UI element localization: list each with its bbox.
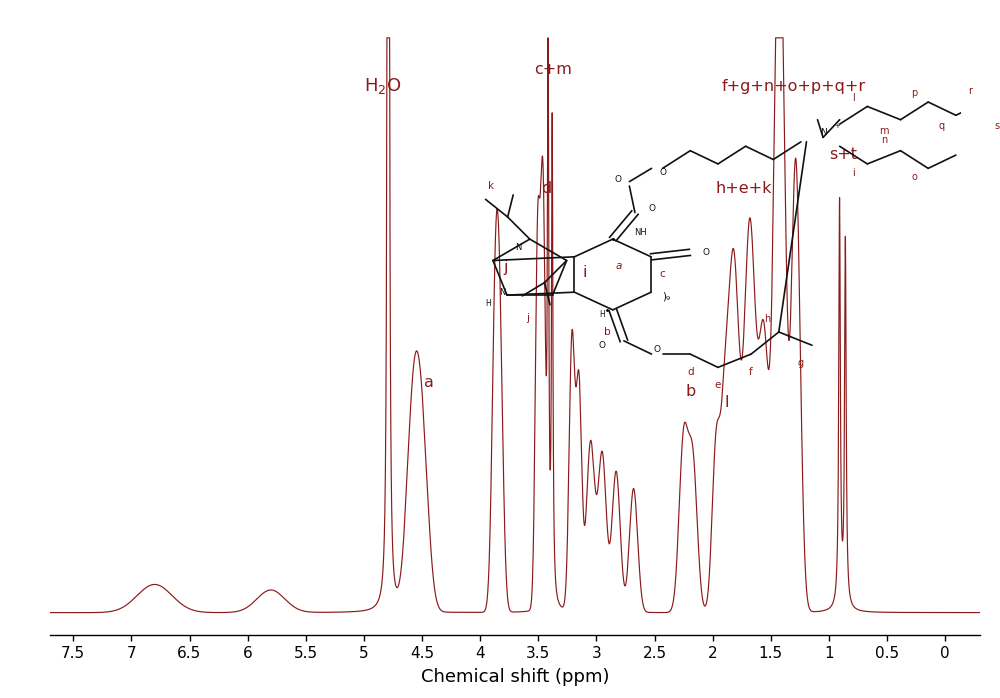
- Text: s+t: s+t: [829, 147, 857, 162]
- Text: d: d: [541, 181, 552, 195]
- Text: H$_2$O: H$_2$O: [364, 76, 401, 96]
- Text: l: l: [724, 395, 729, 410]
- Text: b: b: [685, 383, 696, 399]
- Text: f+g+n+o+p+q+r: f+g+n+o+p+q+r: [722, 79, 866, 94]
- Text: a: a: [424, 375, 434, 390]
- Text: i: i: [582, 265, 587, 280]
- Text: h+e+k: h+e+k: [716, 181, 772, 195]
- Text: c+m: c+m: [534, 62, 572, 77]
- Text: j: j: [503, 260, 508, 274]
- X-axis label: Chemical shift (ppm): Chemical shift (ppm): [421, 667, 609, 685]
